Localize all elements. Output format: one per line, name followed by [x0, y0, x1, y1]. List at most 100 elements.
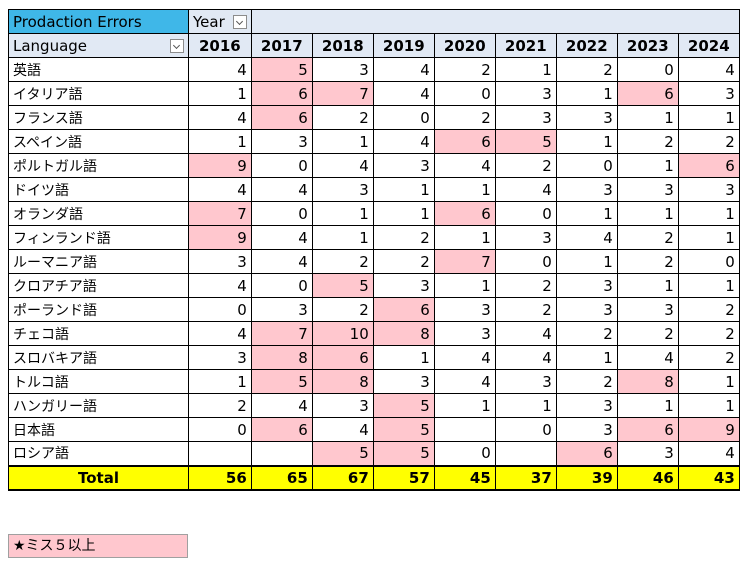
error-count-cell: 2: [311, 297, 374, 322]
error-count-cell: 3: [250, 297, 313, 322]
error-count-cell: 1: [555, 345, 618, 370]
error-count-cell: 1: [677, 201, 740, 226]
error-count-cell-highlighted: 10: [311, 321, 374, 346]
error-count-cell: 0: [250, 273, 313, 298]
error-count-cell: [494, 441, 557, 466]
error-count-cell: 4: [250, 249, 313, 274]
error-count-cell: 1: [188, 129, 252, 154]
year-header-2020: 2020: [433, 33, 496, 58]
error-count-cell-highlighted: 5: [372, 441, 435, 466]
error-count-cell: 2: [677, 297, 740, 322]
error-count-cell: 4: [188, 177, 252, 202]
error-count-cell: 1: [616, 201, 679, 226]
error-count-cell: 2: [555, 369, 618, 394]
total-value-cell: 43: [677, 464, 740, 491]
error-count-cell: 1: [616, 273, 679, 298]
error-count-cell: 4: [433, 153, 496, 178]
error-count-cell: 0: [616, 57, 679, 82]
error-count-cell: 2: [677, 129, 740, 154]
error-count-cell: 3: [616, 441, 679, 466]
error-count-cell: 4: [433, 345, 496, 370]
total-value-cell: 45: [433, 464, 496, 491]
total-label: Total: [8, 464, 189, 491]
error-count-cell: 2: [616, 321, 679, 346]
language-cell: ポルトガル語: [8, 153, 189, 178]
year-header-2023: 2023: [616, 33, 679, 58]
error-count-cell: 1: [555, 249, 618, 274]
error-count-cell: 3: [494, 225, 557, 250]
error-count-cell-highlighted: 9: [188, 153, 252, 178]
error-count-cell: 1: [677, 393, 740, 418]
error-count-cell: 4: [494, 321, 557, 346]
error-count-cell: 3: [616, 177, 679, 202]
language-cell: ドイツ語: [8, 177, 189, 202]
error-count-cell: 3: [677, 81, 740, 106]
chevron-down-icon[interactable]: [170, 38, 184, 53]
error-count-cell: 4: [433, 369, 496, 394]
error-count-cell-highlighted: 5: [311, 441, 374, 466]
total-value-cell: 56: [188, 464, 252, 491]
language-cell: 英語: [8, 57, 189, 82]
error-count-cell: 1: [616, 393, 679, 418]
error-count-cell-highlighted: 6: [616, 417, 679, 442]
error-count-cell-highlighted: 6: [433, 129, 496, 154]
error-count-cell: 2: [555, 321, 618, 346]
language-filter-cell[interactable]: Language: [8, 33, 189, 58]
error-count-cell: 1: [555, 81, 618, 106]
error-count-cell: 2: [433, 105, 496, 130]
error-count-cell: 1: [372, 177, 435, 202]
error-count-cell: 4: [677, 57, 740, 82]
error-count-cell: 1: [433, 273, 496, 298]
error-count-cell: 2: [677, 321, 740, 346]
error-count-cell: [188, 441, 252, 466]
error-count-cell-highlighted: 7: [311, 81, 374, 106]
error-count-cell-highlighted: 5: [372, 393, 435, 418]
error-count-cell: 1: [433, 393, 496, 418]
language-cell: クロアチア語: [8, 273, 189, 298]
error-count-cell-highlighted: 5: [250, 57, 313, 82]
language-cell: トルコ語: [8, 369, 189, 394]
year-header-2021: 2021: [494, 33, 557, 58]
error-count-cell: [433, 417, 496, 442]
error-count-cell: 0: [555, 153, 618, 178]
errors-pivot-table: Prodaction Errors Year Language 2016 2017…: [8, 9, 740, 491]
error-count-cell: 2: [433, 57, 496, 82]
error-count-cell: 3: [555, 393, 618, 418]
error-count-cell: 3: [433, 321, 496, 346]
error-count-cell: 0: [188, 297, 252, 322]
error-count-cell-highlighted: 6: [372, 297, 435, 322]
error-count-cell: 0: [433, 81, 496, 106]
table-row: オランダ語 7 0 1 1 6 0 1 1 1: [8, 201, 740, 226]
error-count-cell: 0: [372, 105, 435, 130]
error-count-cell: 3: [433, 297, 496, 322]
error-count-cell-highlighted: 6: [677, 153, 740, 178]
error-count-cell: 1: [616, 153, 679, 178]
error-count-cell: 2: [311, 105, 374, 130]
total-value-cell: 39: [555, 464, 618, 491]
table-row: イタリア語 1 6 7 4 0 3 1 6 3: [8, 81, 740, 106]
table-title: Prodaction Errors: [8, 9, 189, 34]
error-count-cell-highlighted: 6: [433, 201, 496, 226]
error-count-cell: 2: [677, 345, 740, 370]
chevron-down-icon[interactable]: [232, 14, 247, 29]
error-count-cell-highlighted: 8: [372, 321, 435, 346]
error-count-cell: 1: [433, 225, 496, 250]
error-count-cell: 4: [311, 153, 374, 178]
year-header-2019: 2019: [372, 33, 435, 58]
error-count-cell: 1: [616, 105, 679, 130]
year-header-filler: [250, 9, 740, 34]
error-count-cell: 3: [555, 273, 618, 298]
language-cell: 日本語: [8, 417, 189, 442]
error-count-cell-highlighted: 6: [311, 345, 374, 370]
error-count-cell: 1: [677, 369, 740, 394]
error-count-cell: 4: [616, 345, 679, 370]
year-filter-cell[interactable]: Year: [188, 9, 252, 34]
error-count-cell: 2: [372, 225, 435, 250]
error-count-cell: 2: [616, 249, 679, 274]
error-count-cell-highlighted: 7: [433, 249, 496, 274]
error-count-cell: 0: [250, 153, 313, 178]
error-count-cell-highlighted: 8: [250, 345, 313, 370]
error-count-cell: 4: [372, 57, 435, 82]
language-cell: ルーマニア語: [8, 249, 189, 274]
error-count-cell: 4: [250, 393, 313, 418]
